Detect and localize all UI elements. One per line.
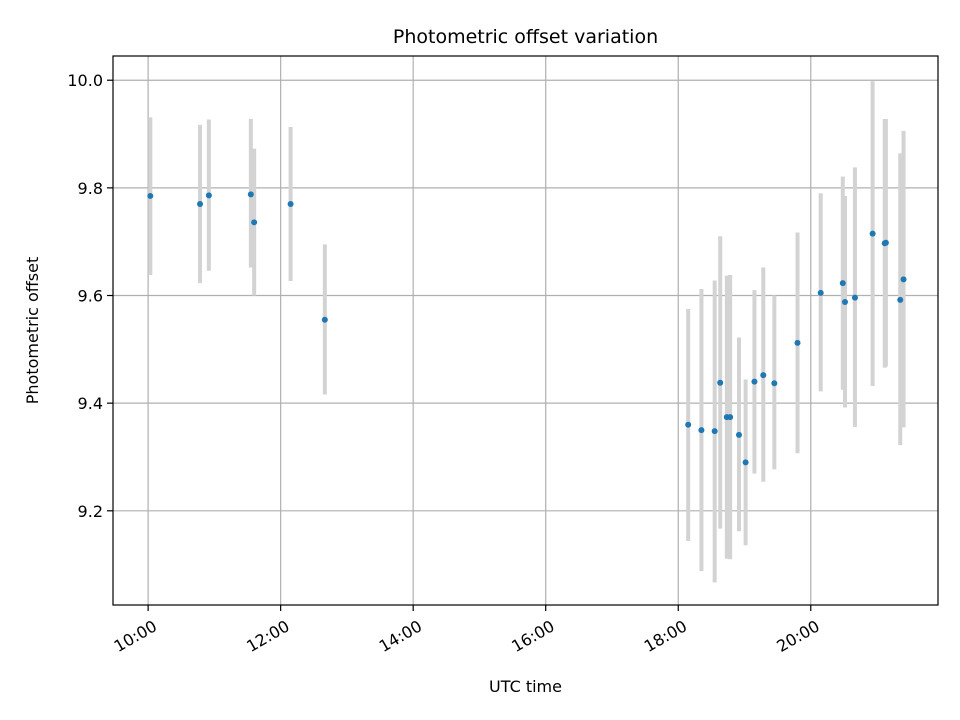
y-tick-label: 9.2 [78,502,103,521]
data-point [839,280,846,287]
data-point [251,219,258,226]
x-tick-label: 20:00 [773,616,822,656]
y-tick-label: 9.6 [78,287,103,306]
data-point [742,459,749,466]
x-tick-label: 12:00 [243,616,292,656]
x-tick-label: 18:00 [641,616,690,656]
data-point [205,192,212,199]
data-point [771,380,778,387]
error-bars [148,81,906,583]
x-axis-label: UTC time [489,677,562,696]
x-tick-label: 14:00 [376,616,425,656]
data-point [717,379,724,386]
data-point [147,192,154,199]
data-point [321,316,328,323]
y-tick-label: 10.0 [67,71,103,90]
data-point [751,378,758,385]
data-point [900,276,907,283]
data-point [897,296,904,303]
y-tick-label: 9.4 [78,394,103,413]
chart-title: Photometric offset variation [393,26,658,48]
y-axis-ticks: 9.2 9.4 9.6 9.8 10.0 [67,71,113,521]
data-point [760,372,767,379]
data-points [147,191,907,466]
y-axis-label: Photometric offset [23,257,42,405]
data-point [287,201,294,208]
x-axis-ticks: 10:00 12:00 14:00 16:00 18:00 20:00 [111,605,823,656]
data-point [735,431,742,438]
data-point [869,230,876,237]
data-point [882,239,889,246]
data-point [698,427,705,434]
data-point [842,298,849,305]
data-point [727,414,734,421]
x-tick-label: 10:00 [111,616,160,656]
x-tick-label: 16:00 [508,616,557,656]
plot-frame [112,55,939,606]
data-point [794,339,801,346]
data-point [851,294,858,301]
data-point [711,428,718,435]
grid [113,56,938,605]
data-point [197,201,204,208]
data-point [817,289,824,296]
y-tick-label: 9.8 [78,179,103,198]
data-point [247,191,254,198]
data-point [685,421,692,428]
